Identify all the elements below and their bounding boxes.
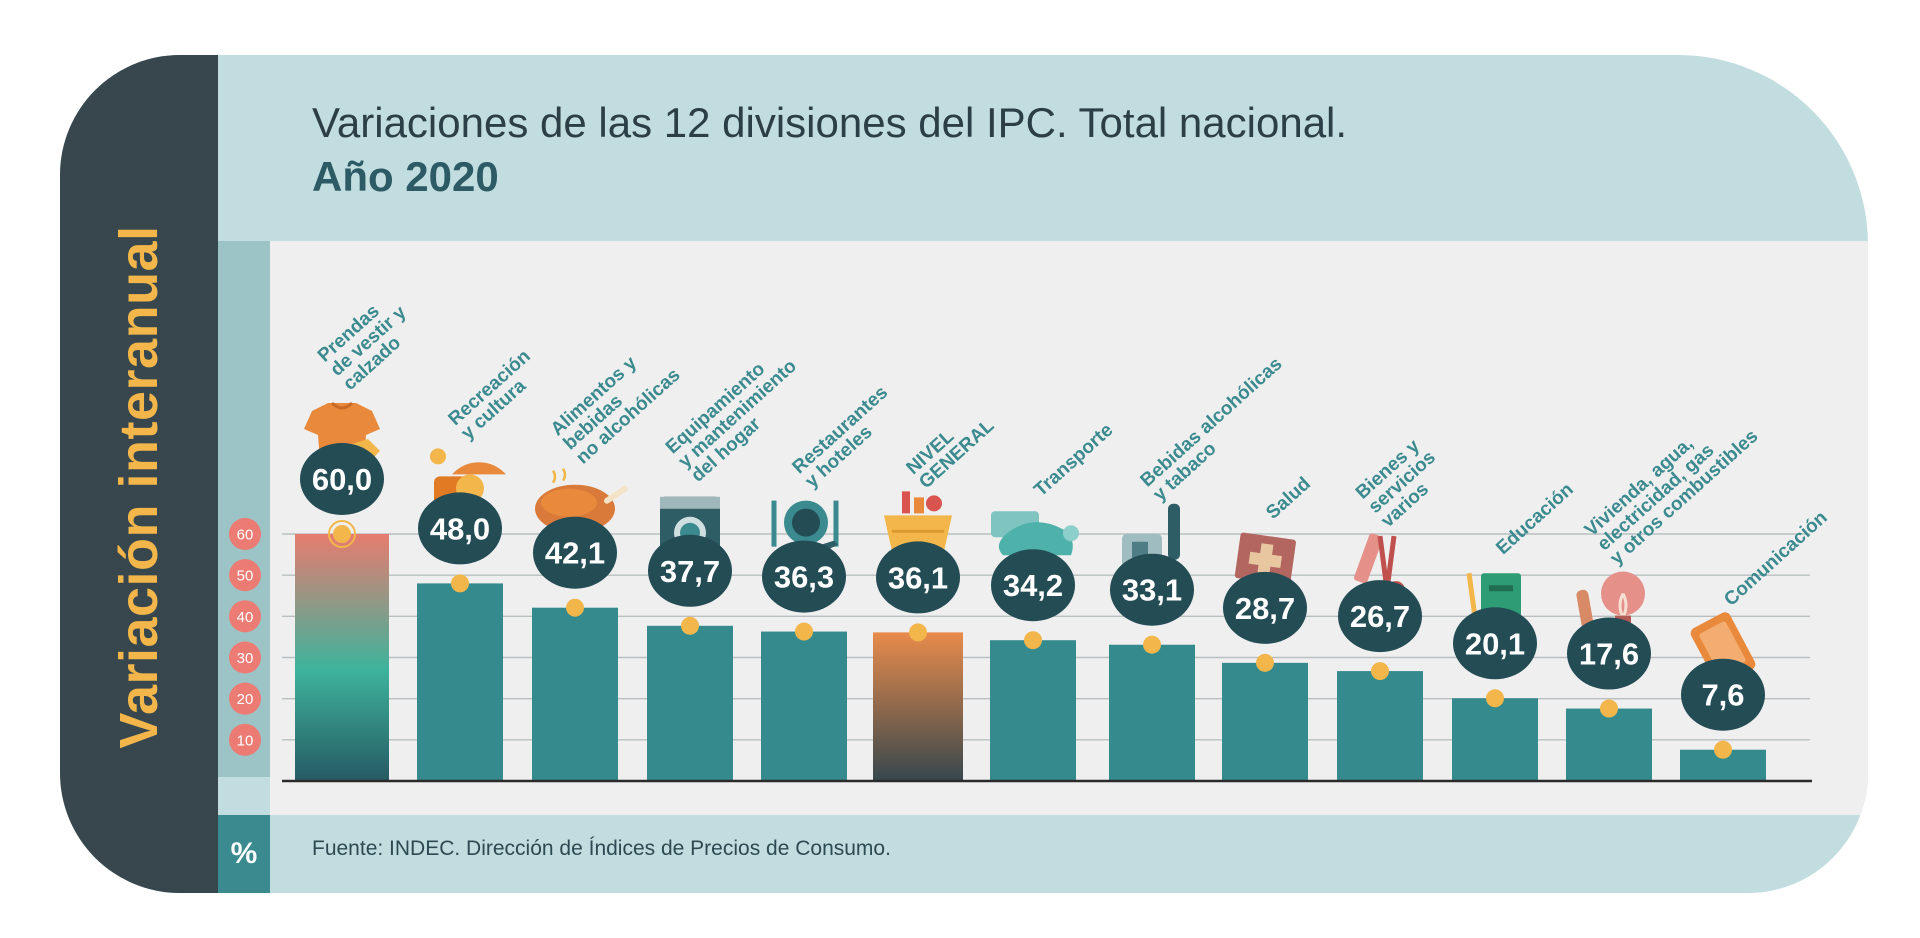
bar [1452, 698, 1538, 781]
category-label: Comunicación [1720, 507, 1831, 610]
category-label: Recreacióny cultura [445, 346, 548, 444]
bar [1566, 708, 1652, 781]
chart-subtitle: Año 2020 [312, 153, 499, 200]
y-tick-bubble [229, 559, 261, 592]
category-label: NIVELGENERAL [903, 401, 999, 493]
bar [1337, 671, 1423, 781]
category-label: Transporte [1030, 420, 1117, 501]
bar-top-marker [1256, 653, 1274, 672]
value-label: 28,7 [1235, 591, 1295, 626]
bar-top-marker [795, 622, 813, 641]
bar-top-marker [1714, 740, 1732, 759]
bar [1222, 662, 1308, 781]
y-tick-label: 60 [237, 527, 254, 544]
value-bubble [648, 534, 732, 607]
category-label: Educación [1492, 479, 1577, 559]
value-bubble [300, 443, 384, 515]
bar-top-marker [909, 623, 927, 642]
value-label: 37,7 [660, 554, 720, 589]
category-label: Prendasde vestir ycalzado [314, 288, 424, 395]
value-bubble [1338, 580, 1422, 653]
value-label: 26,7 [1350, 599, 1410, 634]
bar-top-marker [451, 574, 469, 593]
value-label: 33,1 [1122, 573, 1182, 608]
bar-top-marker [1024, 631, 1042, 650]
roast-chicken-icon [535, 467, 628, 533]
value-label: 36,1 [888, 560, 948, 595]
value-bubble [1681, 658, 1765, 731]
bar [647, 625, 733, 781]
bar [532, 607, 618, 781]
value-bubble [1223, 571, 1307, 644]
bar-top-marker [1486, 689, 1504, 708]
y-tick-bubble [229, 641, 261, 674]
value-bubble [1110, 553, 1194, 626]
bar-top-marker [1371, 662, 1389, 681]
value-bubble [1453, 607, 1537, 680]
highlight-ring [328, 520, 356, 548]
value-label: 17,6 [1579, 637, 1639, 672]
value-label: 36,3 [774, 560, 834, 595]
bar [990, 640, 1076, 781]
y-tick-bubble [229, 723, 261, 756]
value-label: 42,1 [545, 536, 605, 571]
bar [295, 534, 389, 781]
value-label: 48,0 [430, 511, 490, 546]
bar-top-marker [681, 616, 699, 635]
y-tick-label: 40 [237, 609, 254, 626]
bar-top-marker [566, 598, 584, 617]
value-bubble [1567, 617, 1651, 690]
value-bubble [991, 549, 1075, 622]
value-label: 7,6 [1701, 678, 1744, 713]
value-bubble [762, 540, 846, 613]
category-label: Vivienda, agua,electricidad, gasy otros … [1581, 398, 1763, 570]
y-tick-bubble [229, 518, 261, 550]
category-label: Bebidas alcohólicasy tabaco [1137, 353, 1300, 505]
y-tick-label: 10 [237, 732, 254, 749]
bar-top-marker [1143, 635, 1161, 654]
bus-card-icon [991, 511, 1079, 556]
value-bubble [876, 541, 960, 614]
source-note: Fuente: INDEC. Dirección de Índices de P… [312, 837, 891, 860]
y-tick-bubble [229, 600, 261, 633]
value-bubble [418, 492, 502, 565]
y-tick-label: 50 [237, 568, 254, 585]
value-label: 34,2 [1003, 568, 1063, 603]
bar [417, 583, 503, 781]
category-label: Bienes yserviciosvarios [1352, 433, 1453, 532]
book-icon [1466, 572, 1521, 618]
bar [761, 631, 847, 781]
y-tick-label: 20 [237, 691, 254, 708]
chart-title: Variaciones de las 12 divisiones del IPC… [312, 99, 1348, 146]
bar-top-marker [1600, 699, 1618, 718]
shopping-basket-icon [884, 491, 952, 552]
sidebar: Variación interanual [60, 55, 218, 893]
first-aid-icon [1234, 532, 1296, 586]
y-tick-label: 30 [237, 650, 254, 667]
category-label: Alimentos ybebidasno alcohólicas [547, 336, 685, 468]
category-label: Salud [1262, 473, 1314, 523]
value-bubble [533, 516, 617, 589]
unit-badge: % [218, 815, 270, 893]
bar-top-marker [333, 525, 351, 543]
bar [1109, 644, 1195, 781]
y-tick-bubble [229, 682, 261, 715]
category-label: Restaurantesy hoteles [789, 382, 905, 492]
bar [873, 632, 963, 781]
value-label: 60,0 [312, 462, 372, 497]
value-label: 20,1 [1465, 626, 1525, 661]
